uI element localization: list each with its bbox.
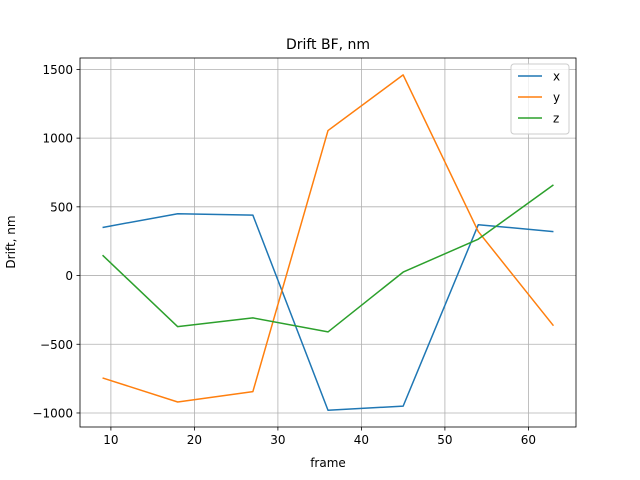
legend-label-y: y — [553, 91, 560, 105]
chart-title: Drift BF, nm — [286, 37, 370, 53]
legend: xyz — [510, 63, 570, 135]
y-tick-label: −1000 — [32, 406, 73, 420]
series-line-y — [102, 74, 555, 403]
series-lines — [102, 74, 555, 411]
x-tick-label: 30 — [270, 433, 285, 447]
x-tick-label: 20 — [187, 433, 202, 447]
x-axis-label: frame — [310, 456, 346, 470]
legend-box — [510, 63, 570, 135]
y-axis-label: Drift, nm — [4, 215, 18, 268]
x-tick-label: 10 — [103, 433, 118, 447]
x-tick-label: 60 — [521, 433, 536, 447]
series-line-x — [102, 212, 554, 411]
grid-lines — [80, 58, 576, 427]
y-tick-label: 0 — [65, 269, 73, 283]
x-tick-label: 50 — [437, 433, 452, 447]
y-tick-label: 500 — [50, 200, 73, 214]
legend-label-x: x — [553, 70, 560, 84]
axis-ticks: 10 20 30 40 50 60 −1000 −500 0 500 1000 1500 — [32, 63, 536, 447]
legend-label-z: z — [553, 112, 559, 126]
plot-frame — [79, 57, 577, 428]
x-tick-label: 40 — [354, 433, 369, 447]
y-tick-label: −500 — [40, 338, 73, 352]
series-line-z — [102, 184, 554, 333]
y-tick-label: 1500 — [42, 63, 73, 77]
y-tick-label: 1000 — [42, 132, 73, 146]
